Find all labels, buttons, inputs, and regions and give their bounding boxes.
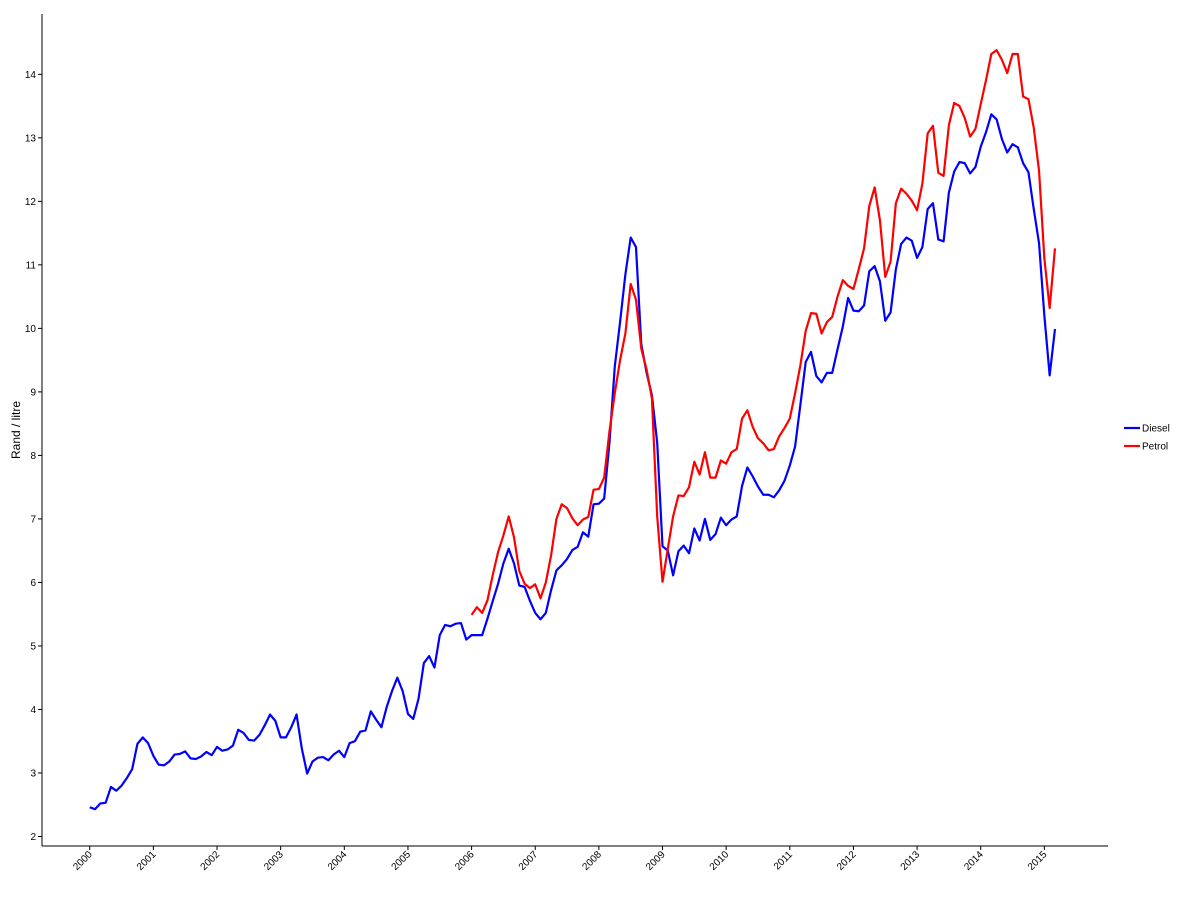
- x-tick-label: 2012: [835, 849, 859, 873]
- x-tick-label: 2000: [71, 849, 95, 873]
- y-tick-label: 8: [30, 451, 36, 462]
- y-tick-label: 10: [25, 324, 37, 335]
- legend-label-petrol: Petrol: [1142, 442, 1168, 453]
- x-tick-label: 2005: [390, 849, 414, 873]
- x-tick-label: 2007: [517, 849, 541, 873]
- y-tick-label: 7: [30, 514, 36, 525]
- y-axis-title: Rand / litre: [9, 401, 23, 459]
- legend-label-diesel: Diesel: [1142, 424, 1170, 435]
- y-tick-label: 11: [26, 260, 37, 271]
- y-tick-label: 14: [25, 70, 37, 81]
- x-tick-label: 2015: [1026, 849, 1050, 873]
- x-tick-label: 2006: [453, 849, 477, 873]
- series-line-petrol: [470, 49, 1057, 616]
- y-tick-label: 13: [25, 133, 37, 144]
- legend: Diesel Petrol: [1124, 424, 1170, 453]
- x-tick-label: 2011: [772, 849, 795, 872]
- x-tick-label: 2010: [708, 849, 732, 873]
- x-tick-label: 2003: [262, 849, 286, 873]
- y-tick-label: 6: [30, 578, 36, 589]
- x-tick-label: 2008: [580, 849, 604, 873]
- x-tick-label: 2009: [644, 849, 668, 873]
- y-axis-ticks: 2 3 4 5 6 7 8 9 10 11 12 13 14: [25, 70, 42, 843]
- x-axis-ticks: 2000 2001 2002 2003 2004 2005 2006 2007 2008 2009…: [71, 846, 1050, 873]
- x-tick-label: 2014: [962, 849, 986, 873]
- y-tick-label: 2: [30, 832, 36, 843]
- y-tick-label: 5: [30, 641, 36, 652]
- y-tick-label: 4: [30, 705, 36, 716]
- x-tick-label: 2013: [899, 849, 923, 873]
- y-tick-label: 12: [25, 197, 37, 208]
- y-tick-label: 3: [30, 768, 36, 779]
- x-tick-label: 2001: [135, 849, 159, 873]
- series-line-diesel: [89, 113, 1057, 811]
- y-tick-label: 9: [30, 387, 36, 398]
- series-layer: [89, 49, 1057, 811]
- x-tick-label: 2002: [199, 849, 223, 873]
- x-tick-label: 2004: [326, 849, 350, 873]
